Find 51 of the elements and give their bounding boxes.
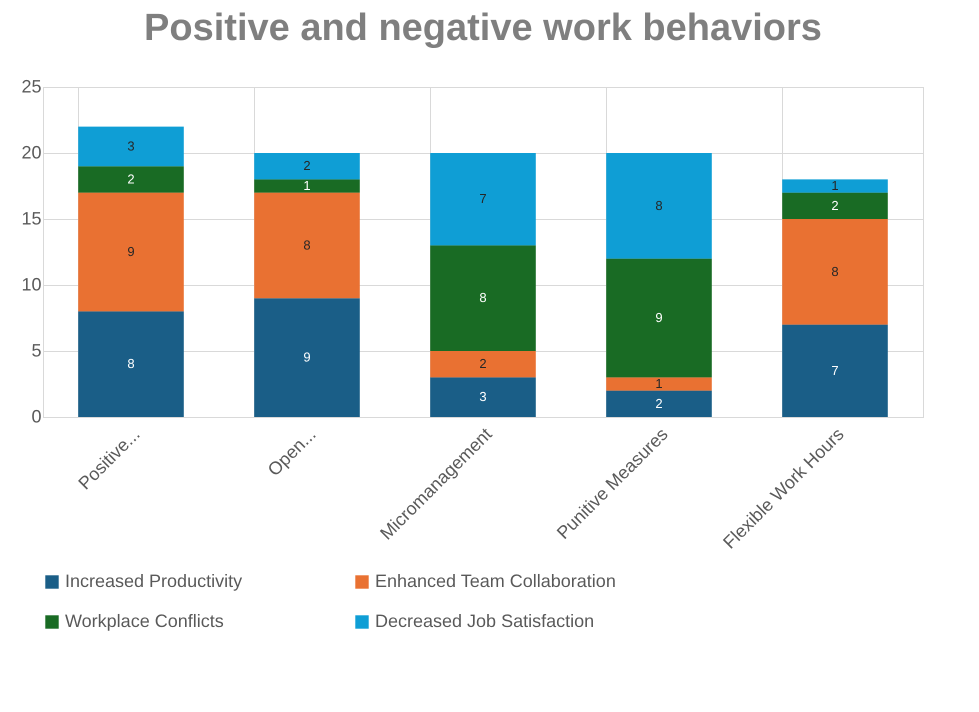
data-label: 2 <box>831 198 839 213</box>
legend-label: Decreased Job Satisfaction <box>375 611 594 631</box>
bar <box>254 179 360 193</box>
y-tick-label: 20 <box>21 142 42 162</box>
bar <box>78 311 184 417</box>
data-label: 2 <box>127 171 135 186</box>
bar <box>782 179 888 193</box>
bar <box>606 377 712 391</box>
data-label: 2 <box>479 356 487 372</box>
y-tick-label: 0 <box>31 406 42 426</box>
bar <box>430 153 536 246</box>
data-label: 8 <box>479 290 487 306</box>
bar <box>254 153 360 180</box>
bar <box>606 153 712 259</box>
y-tick-label: 10 <box>21 274 42 294</box>
bar <box>78 192 184 312</box>
bar <box>254 192 360 298</box>
data-label: 9 <box>303 350 311 365</box>
data-label: 9 <box>655 310 663 325</box>
bar <box>606 258 712 378</box>
bar <box>782 192 888 219</box>
y-tick-label: 25 <box>21 76 42 96</box>
data-label: 7 <box>479 191 487 206</box>
data-label: 1 <box>655 376 663 391</box>
data-label: 2 <box>655 396 663 411</box>
bar <box>782 324 888 417</box>
y-tick-label: 15 <box>21 208 42 228</box>
bar <box>78 126 184 166</box>
data-label: 1 <box>303 178 311 193</box>
data-label: 3 <box>479 389 487 404</box>
bar <box>78 166 184 193</box>
data-label: 8 <box>831 264 839 279</box>
data-label: 8 <box>303 237 311 252</box>
chart-title: Positive and negative work behaviors <box>144 7 822 49</box>
y-tick-label: 5 <box>31 340 42 360</box>
data-label: 8 <box>655 198 663 213</box>
bar <box>254 298 360 417</box>
data-label: 1 <box>831 178 839 193</box>
data-label: 3 <box>127 138 135 154</box>
legend-label: Increased Productivity <box>65 571 242 591</box>
data-label: 9 <box>127 244 135 259</box>
bar <box>782 219 888 325</box>
data-label: 2 <box>303 158 311 174</box>
legend-label: Workplace Conflicts <box>65 611 224 631</box>
bar <box>430 245 536 351</box>
bar <box>430 377 536 417</box>
legend-label: Enhanced Team Collaboration <box>375 571 616 591</box>
data-label: 8 <box>127 356 135 372</box>
data-label: 7 <box>831 362 839 378</box>
bar <box>430 351 536 378</box>
bar <box>606 390 712 417</box>
